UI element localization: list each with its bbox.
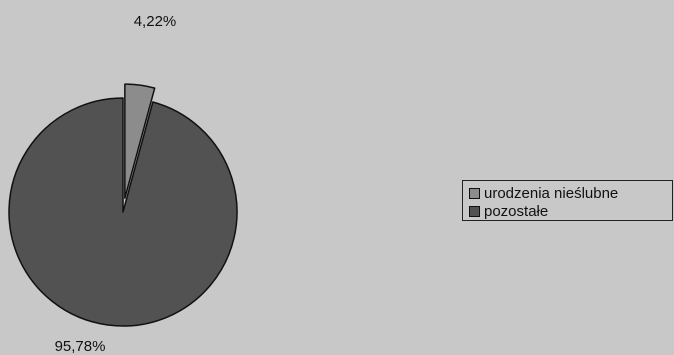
- data-label-other-births: 95,78%: [55, 338, 106, 355]
- legend: urodzenia nieślubne pozostałe: [462, 180, 673, 221]
- legend-label-illegitimate-births: urodzenia nieślubne: [484, 184, 619, 202]
- legend-label-other-births: pozostałe: [484, 202, 549, 220]
- slice-other-births: [8, 97, 238, 327]
- data-label-illegitimate-births: 4,22%: [134, 13, 177, 30]
- legend-entry-illegitimate-births: urodzenia nieślubne: [469, 184, 672, 202]
- legend-swatch-other-births: [469, 205, 480, 217]
- legend-entry-other-births: pozostałe: [469, 202, 672, 220]
- slice-illegitimate-births: [124, 83, 156, 199]
- legend-swatch-illegitimate-births: [469, 187, 480, 199]
